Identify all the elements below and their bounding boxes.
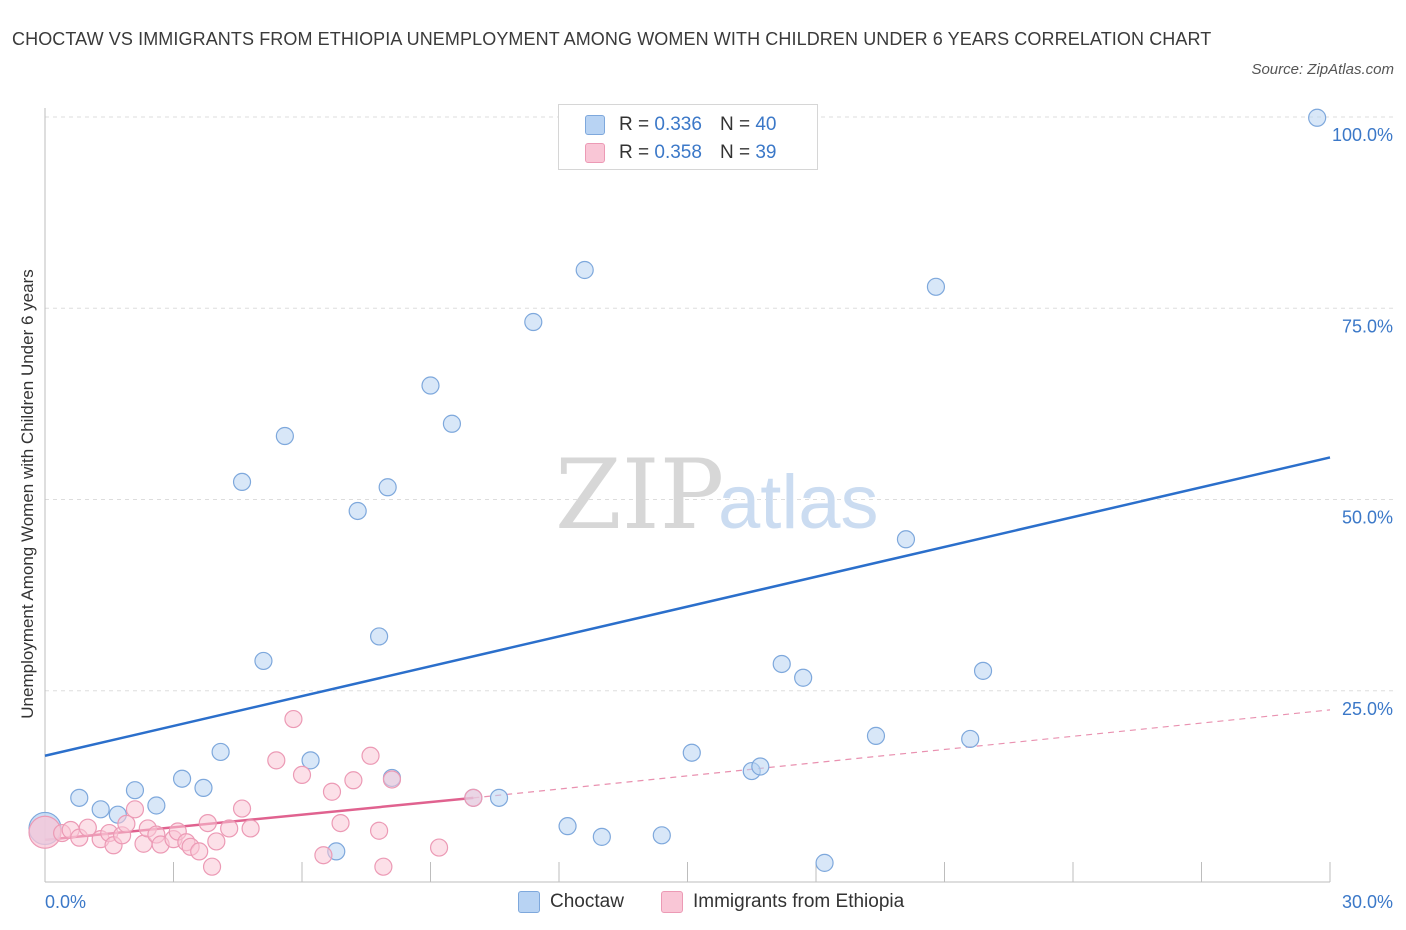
choctaw-point bbox=[815, 853, 834, 872]
ethiopia-point bbox=[331, 813, 350, 833]
ethiopia-point bbox=[314, 846, 333, 865]
choctaw-point bbox=[524, 312, 543, 332]
choctaw-point bbox=[442, 414, 462, 433]
choctaw-point bbox=[1308, 108, 1327, 127]
choctaw-point bbox=[125, 781, 145, 800]
ethiopia-point bbox=[464, 788, 483, 807]
ethiopia-legend-swatch bbox=[661, 891, 683, 913]
choctaw-point bbox=[275, 426, 294, 446]
choctaw-swatch bbox=[585, 115, 605, 135]
legend-label-ethiopia: Immigrants from Ethiopia bbox=[693, 891, 905, 912]
n-label: N = bbox=[719, 142, 751, 163]
choctaw-point bbox=[489, 788, 509, 807]
y-tick-label: 25.0% bbox=[1342, 699, 1393, 719]
correlation-legend: R = 0.336 N = 40 R = 0.358 N = 39 bbox=[558, 104, 818, 170]
choctaw-point bbox=[91, 800, 110, 819]
legend-row-choctaw: R = 0.336 N = 40 bbox=[585, 111, 776, 139]
ethiopia-point bbox=[382, 770, 402, 789]
ethiopia-swatch bbox=[585, 143, 605, 163]
watermark-zip: ZIP bbox=[555, 439, 724, 551]
n-value: 40 bbox=[755, 114, 777, 135]
r-label: R = bbox=[619, 114, 650, 135]
choctaw-point bbox=[194, 778, 213, 798]
choctaw-point bbox=[254, 651, 273, 671]
choctaw-point bbox=[575, 260, 594, 280]
legend-item-choctaw: Choctaw bbox=[518, 889, 624, 915]
y-axis-label: Unemployment Among Women with Children U… bbox=[18, 269, 37, 718]
gridlines bbox=[45, 116, 1394, 692]
choctaw-point bbox=[682, 743, 701, 762]
ethiopia-point bbox=[207, 832, 226, 851]
choctaw-point bbox=[232, 472, 252, 492]
ethiopia-point bbox=[292, 765, 312, 785]
choctaw-point bbox=[172, 769, 192, 788]
ethiopia-point bbox=[232, 799, 252, 818]
choctaw-point bbox=[866, 726, 886, 745]
ethiopia-point bbox=[267, 751, 286, 770]
choctaw-point bbox=[70, 788, 89, 807]
choctaw-point bbox=[370, 627, 389, 646]
chart-title: CHOCTAW VS IMMIGRANTS FROM ETHIOPIA UNEM… bbox=[12, 29, 1212, 49]
choctaw-point bbox=[421, 376, 440, 395]
source-label: Source: ZipAtlas.com bbox=[1251, 61, 1394, 78]
choctaw-point bbox=[652, 826, 671, 845]
x-tick-label: 30.0% bbox=[1342, 892, 1393, 912]
choctaw-legend-swatch bbox=[518, 891, 540, 913]
ethiopia-point bbox=[198, 813, 217, 833]
n-label: N = bbox=[719, 114, 751, 135]
legend-item-ethiopia: Immigrants from Ethiopia bbox=[661, 889, 904, 915]
legend-row-ethiopia: R = 0.358 N = 39 bbox=[585, 139, 776, 167]
r-value: 0.358 bbox=[654, 142, 702, 163]
ethiopia-point bbox=[241, 819, 260, 838]
choctaw-point bbox=[147, 796, 166, 815]
ethiopia-point bbox=[344, 771, 363, 790]
choctaw-point bbox=[558, 817, 577, 836]
r-value: 0.336 bbox=[654, 114, 702, 135]
watermark-atlas: atlas bbox=[718, 460, 879, 545]
choctaw-point bbox=[301, 751, 320, 770]
choctaw-point bbox=[973, 661, 993, 680]
n-value: 39 bbox=[755, 142, 777, 163]
y-tick-label: 50.0% bbox=[1342, 508, 1393, 528]
choctaw-trend-line bbox=[44, 456, 1331, 757]
choctaw-point bbox=[378, 478, 397, 497]
data-points bbox=[28, 107, 1327, 876]
legend-label-choctaw: Choctaw bbox=[550, 891, 624, 912]
ethiopia-point bbox=[284, 709, 303, 729]
ethiopia-point bbox=[370, 821, 389, 840]
ethiopia-point bbox=[78, 818, 97, 837]
tick-labels: 100.0% 75.0% 50.0% 25.0% 0.0% 30.0% bbox=[45, 125, 1393, 912]
choctaw-point bbox=[961, 729, 980, 749]
ethiopia-point bbox=[322, 782, 342, 801]
ethiopia-point bbox=[117, 814, 136, 833]
ethiopia-point bbox=[125, 800, 145, 819]
choctaw-point bbox=[772, 654, 791, 674]
choctaw-point bbox=[751, 757, 770, 776]
ethiopia-point bbox=[202, 857, 222, 876]
ethiopia-point bbox=[374, 857, 393, 876]
x-tick-label: 0.0% bbox=[45, 892, 86, 912]
ethiopia-point bbox=[220, 819, 239, 838]
choctaw-point bbox=[794, 668, 813, 687]
choctaw-point bbox=[211, 742, 230, 762]
ethiopia-trend-extension bbox=[473, 709, 1331, 799]
choctaw-point bbox=[348, 501, 367, 521]
choctaw-point bbox=[926, 277, 946, 296]
ethiopia-point bbox=[190, 842, 209, 861]
ethiopia-point bbox=[429, 838, 449, 857]
axes bbox=[44, 108, 1331, 883]
choctaw-point bbox=[896, 530, 916, 549]
y-tick-label: 100.0% bbox=[1332, 125, 1393, 145]
ethiopia-point bbox=[361, 746, 380, 765]
choctaw-point bbox=[592, 827, 611, 846]
y-tick-label: 75.0% bbox=[1342, 316, 1393, 336]
r-label: R = bbox=[619, 142, 650, 163]
